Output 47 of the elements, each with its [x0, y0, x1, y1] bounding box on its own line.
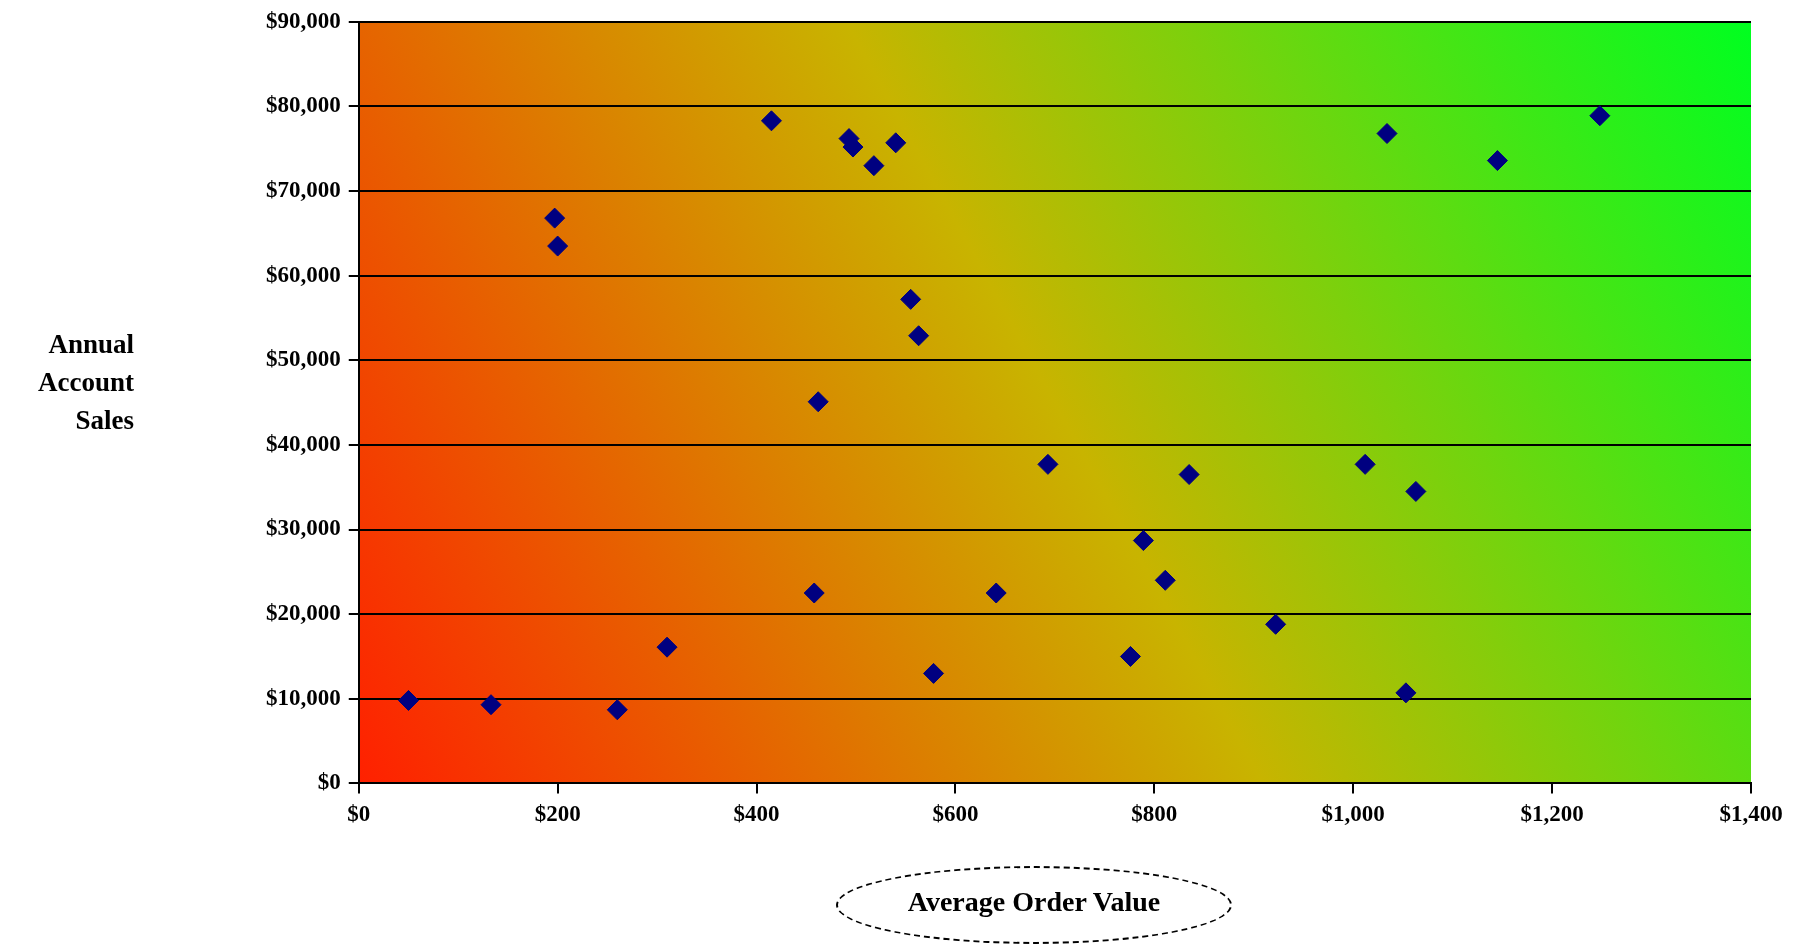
point — [1589, 105, 1611, 127]
point — [1395, 682, 1417, 704]
x-tick-label: $400 — [733, 801, 780, 827]
point — [908, 325, 930, 347]
x-tick-label: $600 — [932, 801, 979, 827]
y-tick-label: $20,000 — [266, 600, 341, 626]
point — [397, 689, 419, 711]
point — [900, 288, 922, 310]
y-tick-label: $40,000 — [266, 430, 341, 456]
y-tick-label: $50,000 — [266, 346, 341, 372]
point — [1265, 613, 1287, 635]
point — [1154, 569, 1176, 591]
point — [1354, 453, 1376, 475]
point — [1119, 645, 1141, 667]
point — [807, 391, 829, 413]
x-axis-title: Average Order Value — [906, 886, 1162, 918]
y-tick-label: $10,000 — [266, 684, 341, 710]
point — [606, 699, 628, 721]
point — [1405, 480, 1427, 502]
point — [1037, 453, 1059, 475]
y-tick-label: $60,000 — [266, 261, 341, 287]
point — [1132, 530, 1154, 552]
point — [923, 662, 945, 684]
x-tick-label: $1,000 — [1321, 801, 1385, 827]
point — [1178, 464, 1200, 486]
y-axis-title: Annual Account Sales — [37, 328, 134, 437]
point — [1376, 123, 1398, 144]
point — [1486, 150, 1508, 172]
x-tick-label: $800 — [1131, 801, 1178, 827]
x-tick-label: $200 — [534, 801, 581, 827]
point — [544, 207, 566, 229]
point — [760, 110, 782, 132]
x-tick-label: $1,400 — [1719, 801, 1783, 827]
point — [480, 694, 502, 716]
point — [863, 155, 885, 177]
y-tick-label: $30,000 — [266, 515, 341, 541]
y-tick-label: $80,000 — [266, 92, 341, 118]
y-tick-label: $0 — [317, 769, 341, 795]
point — [885, 132, 907, 154]
y-tick-label: $70,000 — [266, 176, 341, 202]
point — [985, 582, 1007, 604]
x-tick-label: $1,200 — [1520, 801, 1584, 827]
x-tick-label: $0 — [347, 801, 371, 827]
point — [803, 582, 825, 604]
y-tick-label: $90,000 — [266, 7, 341, 33]
point — [656, 636, 678, 658]
point — [547, 235, 569, 257]
